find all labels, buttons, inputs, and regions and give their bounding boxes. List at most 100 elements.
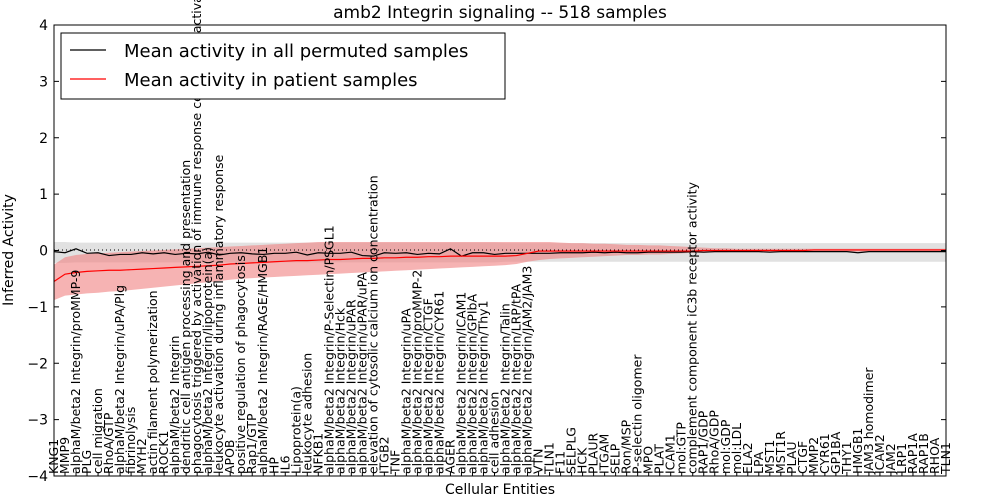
x-tick-label: RhoA/GDP xyxy=(707,410,722,474)
x-tick-label: MPO xyxy=(641,446,656,474)
x-tick-label: RhoA/GTP xyxy=(101,412,116,474)
x-tick-label: mol:GDP xyxy=(718,419,733,474)
x-tick-label: CTGF xyxy=(795,441,810,474)
x-tick-label: alphaM/beta2 Integrin/CYR61 xyxy=(431,291,446,474)
x-tick-label: alphaM/beta2 Integrin/uPA xyxy=(398,308,413,474)
x-axis-ticks xyxy=(53,472,947,476)
x-tick-label: HMGB1 xyxy=(850,428,865,474)
y-tick-label: −4 xyxy=(27,469,48,485)
x-tick-label: ITGB2 xyxy=(376,436,391,474)
x-tick-label: alphaM/beta2 Integrin/uPAR xyxy=(343,299,358,474)
x-tick-label: MST1R xyxy=(773,431,788,474)
x-tick-label: alphaM/beta2 Integrin/RAGE/HMGB1 xyxy=(255,247,270,474)
x-tick-label: AGER xyxy=(442,439,457,474)
x-tick-label: PLAUR xyxy=(586,433,601,474)
x-tick-label: CYR61 xyxy=(817,433,832,474)
x-tick-label: alphaM/beta2 Integrin xyxy=(167,336,182,474)
x-tick-label: RAP1B xyxy=(916,433,931,474)
x-tick-label: PLAU xyxy=(784,442,799,475)
x-tick-label: alphaM/beta2 Integrin/uPAR/uPA xyxy=(354,272,369,474)
x-tick-label: ICAM2 xyxy=(872,434,887,474)
x-tick-label: ICAM1 xyxy=(663,434,678,474)
x-tick-label: actin filament polymerization xyxy=(145,290,160,474)
legend-box xyxy=(60,32,506,100)
x-tick-label: MYH2 xyxy=(134,438,149,474)
x-tick-label: leukocyte activation during inflammatory… xyxy=(211,154,226,474)
line-permuted xyxy=(54,248,946,257)
x-tick-label: MMP9 xyxy=(57,437,72,474)
x-tick-label: NFKB1 xyxy=(310,433,325,474)
x-tick-label: alphaM/beta2 Integrin/uPA/Plg xyxy=(112,285,127,474)
x-axis-label: Cellular Entities xyxy=(445,482,555,498)
x-tick-label: P-selectin oligomer xyxy=(630,354,645,474)
x-tick-label: alphaM/beta2 Integrin/Hck xyxy=(332,307,347,474)
legend-label-permuted: Mean activity in all permuted samples xyxy=(124,41,468,62)
x-tick-label: elevation of cytosolic calcium ion conce… xyxy=(365,175,380,474)
x-tick-label: cell migration xyxy=(90,388,105,474)
x-tick-label: alphaM/beta2 Integrin/ICAM1 xyxy=(453,292,468,474)
band-patient xyxy=(54,242,946,301)
x-tick-label: mol:LDL xyxy=(729,423,744,474)
y-axis: −4 −3 −2 −1 0 1 2 3 4 xyxy=(27,18,946,485)
x-tick-label: LRP1 xyxy=(894,443,909,474)
x-tick-label: HCK xyxy=(575,447,590,474)
y-tick-label: 0 xyxy=(39,244,48,260)
x-tick-label: alphaM/beta2 Integrin/LRP/tPA xyxy=(509,283,524,474)
x-tick-label: alphaM/beta2 Integrin/proMMP-2 xyxy=(409,270,424,474)
y-tick-label: −1 xyxy=(27,300,48,316)
y-tick-label: 3 xyxy=(39,74,48,90)
x-tick-label: SELPLG xyxy=(564,427,579,474)
x-tick-label: alphaM/beta2 Integrin/GPIbA xyxy=(464,294,479,474)
x-tick-label: THY1 xyxy=(839,441,854,475)
x-tick-label: fibrinolysis xyxy=(123,407,138,474)
x-tick-label: alphaM/beta2 Integrin/JAM2/JAM3 xyxy=(520,266,535,474)
x-tick-label: TLN1 xyxy=(542,442,557,475)
y-tick-label: 1 xyxy=(39,187,48,203)
line-patient xyxy=(54,249,946,283)
y-tick-label: −2 xyxy=(27,356,48,372)
x-tick-label: leukocyte adhesion xyxy=(299,353,314,474)
x-tick-label: HP xyxy=(266,457,281,474)
x-tick-label: alphaM/beta2 Integrin/CTGF xyxy=(420,298,435,474)
x-tick-label: alphaM/beta2 Integrin/lipoprotein(a) xyxy=(200,247,215,474)
x-tick-label: PLG xyxy=(79,450,94,474)
x-tick-label: Lipoprotein(a) xyxy=(288,386,303,474)
x-tick-label: JAM3 homodimer xyxy=(861,367,876,475)
confidence-bands xyxy=(54,242,946,301)
x-tick-label: phagocytosis triggered by activation of … xyxy=(189,0,204,474)
x-tick-label: positive regulation of phagocytosis xyxy=(233,255,248,474)
x-tick-label: alphaM/beta2 Integrin/proMMP-9 xyxy=(68,270,83,474)
x-tick-label: alphaM/beta2 Integrin/Talin xyxy=(498,303,513,474)
x-tick-label: APOB xyxy=(222,439,237,474)
x-tick-label: MMP2 xyxy=(806,437,821,474)
y-tick-label: 4 xyxy=(39,18,48,34)
x-tick-label: TNF xyxy=(387,450,402,475)
x-tick-label: Rap1/GTP xyxy=(244,413,259,474)
legend-label-patient: Mean activity in patient samples xyxy=(124,70,418,91)
x-tick-label: RHOA xyxy=(927,437,942,474)
x-tick-label: dendritic cell antigen processing and pr… xyxy=(178,160,193,474)
x-tick-label: ITGAM xyxy=(597,434,612,474)
x-tick-label: LPA xyxy=(751,451,766,474)
x-tick-label: Ron/MSP xyxy=(619,419,634,474)
y-tick-label: 2 xyxy=(39,131,48,147)
series-lines xyxy=(54,248,946,283)
x-tick-label: PLAT xyxy=(652,444,667,474)
x-tick-label: IL6 xyxy=(277,455,292,474)
x-tick-label: mol:GTP xyxy=(674,422,689,474)
x-tick-label: cell adhesion xyxy=(486,392,501,474)
x-tick-label: MST1 xyxy=(762,440,777,474)
x-tick-label: ROCK1 xyxy=(156,431,171,474)
x-tick-label: complement component iC3b receptor activ… xyxy=(685,181,700,474)
x-tick-label: F11 xyxy=(553,451,568,474)
x-tick-label: RAP1/GDP xyxy=(696,410,711,474)
y-tick-label: −3 xyxy=(27,413,48,429)
legend: Mean activity in all permuted samples Me… xyxy=(60,32,506,100)
x-tick-label: alphaM/beta2 Integrin/Thy1 xyxy=(475,300,490,474)
chart-title: amb2 Integrin signaling -- 518 samples xyxy=(333,3,667,23)
x-tick-label: RAP1A xyxy=(905,433,920,474)
x-tick-label: ELA2 xyxy=(740,442,755,474)
